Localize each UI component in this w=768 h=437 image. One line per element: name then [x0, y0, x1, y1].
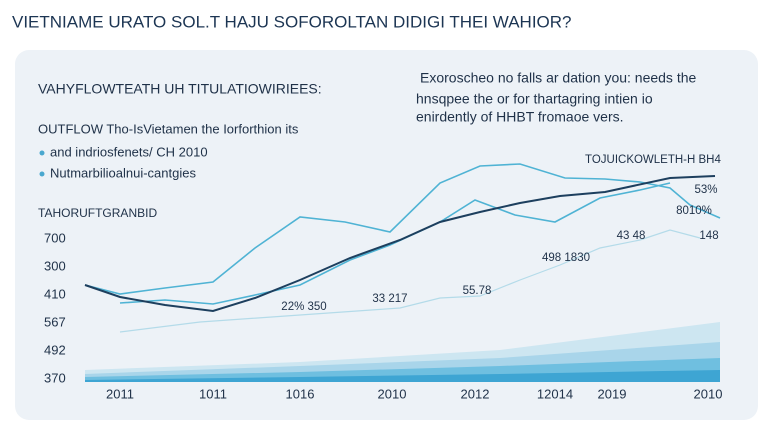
annotation: 33 217 [372, 293, 407, 305]
legend-entry: Nutmarbilioalnui-cantgies [50, 165, 196, 180]
x-label: 2011 [106, 386, 134, 401]
axis-title: TAHORUFTGRANBID [38, 206, 157, 220]
x-label: 2010 [378, 386, 407, 401]
subtitle: VAHYFLOWTEATH UH TITULATIOWIRIEES: [38, 81, 322, 97]
x-label: 1011 [199, 386, 227, 401]
line [84, 175, 716, 313]
x-label: 2010 [694, 386, 723, 401]
y-label: 410 [44, 286, 66, 301]
description-line: enirdently of HHBT fromaoe vers. [416, 109, 624, 125]
x-label: 12014 [537, 386, 573, 401]
x-label: 2012 [461, 386, 490, 401]
title: VIETNIAME URATO SOL.T HAJU SOFOROLTAN DI… [12, 12, 572, 31]
line [119, 229, 701, 333]
x-label: 1016 [286, 386, 315, 401]
annotation: 22% 350 [281, 301, 326, 313]
y-label: 370 [44, 370, 66, 385]
y-label: 492 [44, 342, 66, 357]
y-label: 300 [44, 258, 66, 273]
legend-dot [39, 171, 45, 177]
note: OUTFLOW Tho-IsVietamen the Iorforthion i… [38, 121, 299, 136]
annotation: 43 48 [617, 230, 646, 242]
annotation: TOJUICKOWLETH-H BH4 [585, 154, 721, 166]
annotation: 53% [694, 184, 717, 196]
legend-entry: and indriosfenets/ CH 2010 [50, 144, 208, 159]
description-line: Exoroscheo no falls ar dation you: needs… [420, 70, 697, 86]
line [84, 163, 721, 295]
annotation: 148 [699, 230, 718, 242]
annotation: 8010% [676, 205, 712, 217]
panel [15, 50, 758, 420]
x-label: 2019 [598, 386, 627, 401]
description-line: hnsqpee the or for thartagring intien io [416, 91, 653, 107]
y-label: 700 [44, 230, 66, 245]
annotation: 498 1830 [542, 252, 590, 264]
area [85, 370, 720, 382]
legend-dot [39, 150, 45, 156]
annotation: 55.78 [463, 285, 492, 297]
y-label: 567 [44, 314, 66, 329]
